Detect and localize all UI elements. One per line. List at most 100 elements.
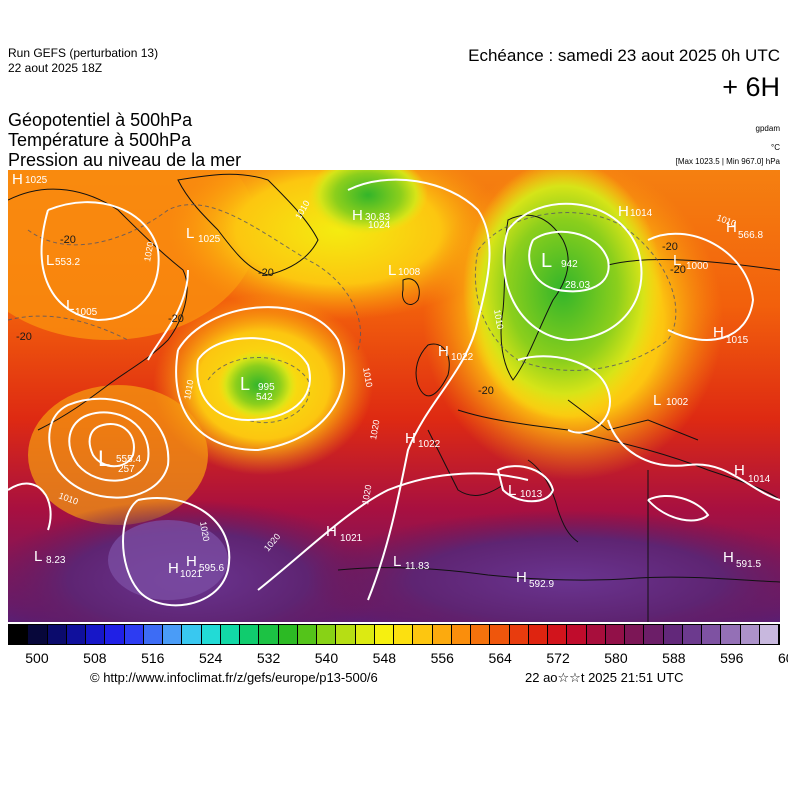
- color-scale-cell: [432, 625, 452, 644]
- pressure-value: 1022: [451, 352, 474, 363]
- isotherm: [207, 357, 311, 424]
- isobar: [175, 306, 346, 452]
- unit-gpdam: gpdam: [755, 124, 780, 133]
- isotherm-value: -20: [662, 241, 678, 253]
- geopotential-value: 595.6: [199, 563, 224, 574]
- high-center-label: H: [726, 219, 737, 236]
- color-scale-tick-label: 556: [430, 650, 454, 666]
- high-center-label: H: [516, 569, 527, 586]
- field-region: [463, 170, 663, 420]
- low-center-label: L: [98, 446, 110, 471]
- color-scale-tick-label: 508: [83, 650, 107, 666]
- high-center-label: H: [168, 560, 179, 577]
- lead-time: + 6H: [722, 72, 780, 102]
- temperature-value: 8.23: [46, 555, 66, 566]
- isotherm: [474, 212, 677, 371]
- color-scale-cell: [66, 625, 86, 644]
- color-scale-cell: [220, 625, 240, 644]
- isobar: [347, 178, 491, 601]
- color-scale-cell: [355, 625, 375, 644]
- temperature-value: 257: [118, 464, 135, 475]
- weather-map: H 1025 L 553.2 L 1005 L 1025 H 30.83 102…: [8, 170, 780, 622]
- pressure-value: 1000: [686, 261, 709, 272]
- color-scale-cell: [663, 625, 683, 644]
- color-scale-cell: [124, 625, 144, 644]
- low-center-label: L: [393, 553, 401, 570]
- color-scale-cell: [143, 625, 163, 644]
- pressure-value: 1022: [418, 439, 441, 450]
- high-center-label: H: [12, 171, 23, 188]
- isobar: [40, 201, 160, 322]
- low-center-label: L: [673, 252, 681, 269]
- coastline: [527, 459, 579, 543]
- low-center-label: L: [186, 225, 194, 242]
- color-scale-cell: [625, 625, 645, 644]
- field-region: [28, 385, 208, 525]
- color-scale-cell: [702, 625, 722, 644]
- isotherm-labels: -20 -20 -20 -20 -20 -20 -20: [16, 234, 686, 397]
- low-center-label: L: [388, 262, 396, 279]
- coastline: [427, 429, 504, 496]
- forecast-valid-time: Echéance : samedi 23 aout 2025 0h UTC: [468, 46, 780, 65]
- isobar-value: 1020: [198, 521, 211, 542]
- color-scale-tick-label: 540: [314, 650, 339, 666]
- field-region: [108, 520, 228, 600]
- color-scale-tick-label: 572: [546, 650, 570, 666]
- isobar-value: 1010: [492, 309, 505, 330]
- geopotential-value: 592.9: [529, 579, 554, 590]
- color-scale-tick-label: 596: [720, 650, 744, 666]
- coastline: [401, 278, 420, 305]
- coastline: [500, 214, 569, 381]
- pressure-value: 1015: [726, 335, 749, 346]
- geopotential-value: 553.2: [55, 257, 80, 268]
- isobar: [147, 269, 189, 361]
- color-scale-tick-label: 588: [662, 650, 686, 666]
- color-scale-cell: [394, 625, 414, 644]
- pressure-value: 1008: [398, 267, 421, 278]
- isotherm-value: -20: [670, 264, 686, 276]
- color-scale-cell: [201, 625, 221, 644]
- color-scale-cell: [567, 625, 587, 644]
- color-scale-cell: [317, 625, 337, 644]
- low-center-label: L: [66, 297, 74, 314]
- isobar: [196, 337, 311, 422]
- isobar: [517, 355, 611, 434]
- coastline: [415, 343, 450, 397]
- color-scale-cell: [509, 625, 529, 644]
- weather-map-svg: H 1025 L 553.2 L 1005 L 1025 H 30.83 102…: [8, 170, 780, 622]
- coastline: [177, 173, 319, 276]
- color-scale-cell: [28, 625, 48, 644]
- isobar: [647, 495, 710, 522]
- isobars: [8, 178, 780, 607]
- pressure-value: 1002: [666, 397, 689, 408]
- isotherm: [27, 204, 362, 351]
- color-scale-cell: [297, 625, 317, 644]
- high-center-label: H: [352, 207, 363, 224]
- color-scale-cell: [278, 625, 298, 644]
- pressure-value: 1021: [340, 533, 363, 544]
- source-url: © http://www.infoclimat.fr/z/gefs/europe…: [90, 670, 378, 685]
- low-center-label: L: [46, 252, 54, 269]
- color-scale-cell: [47, 625, 67, 644]
- color-scale-cell: [374, 625, 394, 644]
- isobar: [502, 202, 643, 342]
- pressure-value: 1025: [198, 234, 221, 245]
- color-scale-tick-label: 532: [256, 650, 281, 666]
- pressure-value: 942: [561, 259, 578, 270]
- pressure-value: 1025: [25, 175, 48, 186]
- isotherm-value: -20: [60, 234, 76, 246]
- title-temperature: Température à 500hPa: [8, 130, 192, 150]
- pressure-value: 995: [258, 382, 275, 393]
- low-center-label: L: [653, 392, 661, 409]
- isobar: [257, 472, 529, 591]
- field-region: [308, 510, 780, 622]
- high-center-label: H: [326, 523, 337, 540]
- isobar: [88, 423, 135, 468]
- color-scale-bar: [8, 624, 780, 645]
- high-center-label: H: [734, 462, 745, 479]
- color-scale-cell: [413, 625, 433, 644]
- isobar: [496, 465, 555, 503]
- color-scale-cell: [721, 625, 741, 644]
- low-center-label: L: [34, 548, 42, 565]
- color-scale-cell: [586, 625, 606, 644]
